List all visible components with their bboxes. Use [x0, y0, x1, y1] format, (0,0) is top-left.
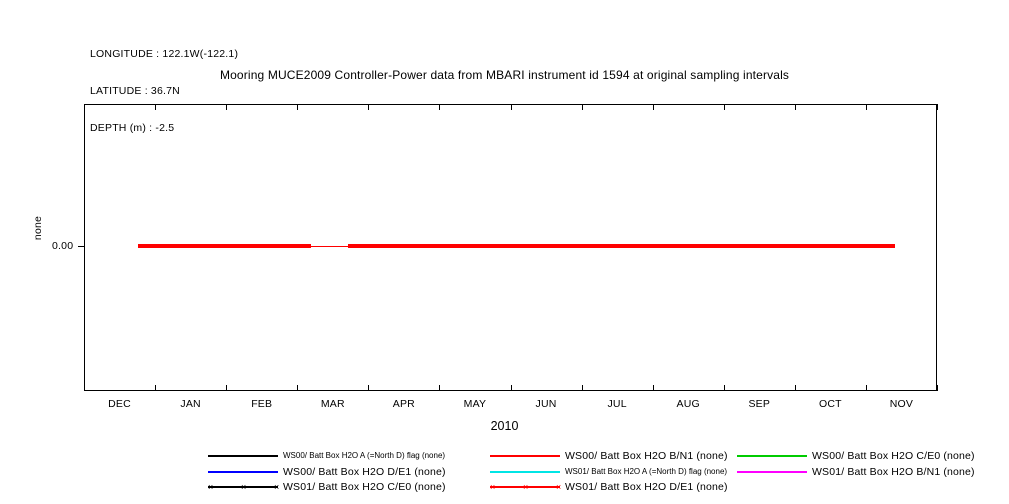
x-tick-top-9 [723, 104, 725, 110]
y-axis-tick-label: 0.00 [52, 240, 74, 252]
plot-area [78, 104, 938, 391]
x-tick-bottom-10 [794, 385, 796, 391]
legend-line-sample [737, 471, 807, 473]
x-tick-bottom-4 [368, 385, 370, 391]
x-tick-top-3 [297, 104, 299, 110]
x-tick-label-mar: MAR [320, 398, 345, 410]
x-tick-label-oct: OCT [818, 398, 842, 410]
series-segment [137, 244, 311, 248]
legend-label: WS00/ Batt Box H2O D/E1 (none) [283, 466, 446, 478]
x-tick-bottom-9 [723, 385, 725, 391]
x-tick-label-jun: JUN [535, 398, 557, 410]
legend-line-sample [490, 486, 560, 488]
x-tick-bottom-3 [297, 385, 299, 391]
legend-marker-x-icon: × [241, 481, 247, 492]
legend-marker-x-icon: × [490, 481, 496, 492]
x-tick-bottom-12 [937, 385, 938, 391]
x-tick-top-8 [652, 104, 654, 110]
axis-left [84, 104, 85, 391]
latitude-text: LATITUDE : 36.7N [90, 85, 180, 98]
x-tick-top-5 [439, 104, 441, 110]
legend-label: WS00/ Batt Box H2O B/N1 (none) [565, 450, 728, 462]
page-title: Mooring MUCE2009 Controller-Power data f… [219, 68, 790, 82]
station-metadata: LONGITUDE : 122.1W(-122.1) LATITUDE : 36… [90, 23, 238, 147]
legend-label: WS01/ Batt Box H2O B/N1 (none) [812, 466, 975, 478]
x-tick-label-feb: FEB [251, 398, 273, 410]
x-tick-bottom-2 [226, 385, 228, 391]
y-axis-label: none [32, 215, 44, 241]
y-tick-0 [78, 246, 85, 247]
x-tick-top-4 [368, 104, 370, 110]
x-tick-top-7 [581, 104, 583, 110]
legend: WS00/ Batt Box H2O A (=North D) flag (no… [0, 440, 1009, 493]
x-tick-bottom-7 [581, 385, 583, 391]
legend-marker-x-icon: × [523, 481, 529, 492]
x-tick-label-jan: JAN [180, 398, 201, 410]
x-tick-top-1 [155, 104, 157, 110]
axis-right [936, 104, 937, 391]
legend-line-sample [208, 471, 278, 473]
x-tick-top-11 [865, 104, 867, 110]
legend-line-sample [737, 455, 807, 457]
x-tick-bottom-5 [439, 385, 441, 391]
legend-label: WS01/ Batt Box H2O C/E0 (none) [283, 481, 446, 493]
longitude-text: LONGITUDE : 122.1W(-122.1) [90, 47, 239, 60]
legend-label: WS01/ Batt Box H2O D/E1 (none) [565, 481, 728, 493]
x-tick-bottom-0 [84, 385, 85, 391]
x-tick-bottom-11 [865, 385, 867, 391]
series-segment [310, 245, 349, 247]
x-tick-top-12 [937, 104, 938, 110]
x-tick-label-apr: APR [392, 398, 415, 410]
x-tick-label-dec: DEC [108, 398, 131, 410]
legend-line-sample [490, 471, 560, 473]
legend-label: WS00/ Batt Box H2O C/E0 (none) [812, 450, 975, 462]
x-tick-label-aug: AUG [676, 398, 700, 410]
legend-marker-x-icon: × [556, 481, 562, 492]
depth-text: DEPTH (m) : -2.5 [90, 122, 175, 135]
legend-line-sample [208, 455, 278, 457]
x-tick-label-jul: JUL [607, 398, 627, 410]
legend-label: WS00/ Batt Box H2O A (=North D) flag (no… [283, 451, 446, 460]
x-tick-bottom-1 [155, 385, 157, 391]
x-axis-label: 2010 [490, 419, 519, 433]
legend-label: WS01/ Batt Box H2O A (=North D) flag (no… [565, 467, 728, 476]
legend-marker-x-icon: × [274, 481, 280, 492]
x-tick-label-nov: NOV [889, 398, 914, 410]
series-segment [348, 244, 896, 248]
x-tick-top-10 [794, 104, 796, 110]
legend-line-sample [490, 455, 560, 457]
x-tick-label-may: MAY [463, 398, 487, 410]
x-tick-label-sep: SEP [748, 398, 771, 410]
x-tick-top-0 [84, 104, 85, 110]
legend-marker-x-icon: × [208, 481, 214, 492]
x-tick-bottom-8 [652, 385, 654, 391]
x-tick-top-6 [510, 104, 512, 110]
legend-line-sample [208, 486, 278, 488]
x-tick-top-2 [226, 104, 228, 110]
x-tick-bottom-6 [510, 385, 512, 391]
